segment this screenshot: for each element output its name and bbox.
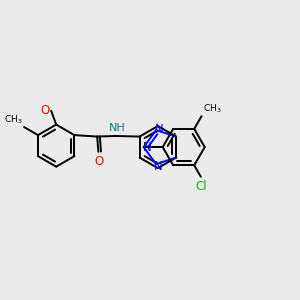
Text: O: O (94, 155, 104, 168)
Text: NH: NH (109, 123, 126, 133)
Text: N: N (143, 141, 152, 154)
Text: CH$_3$: CH$_3$ (203, 103, 222, 115)
Text: N: N (154, 160, 163, 173)
Text: O: O (40, 104, 49, 117)
Text: CH$_3$: CH$_3$ (4, 114, 22, 126)
Text: N: N (155, 123, 164, 136)
Text: Cl: Cl (196, 180, 207, 193)
